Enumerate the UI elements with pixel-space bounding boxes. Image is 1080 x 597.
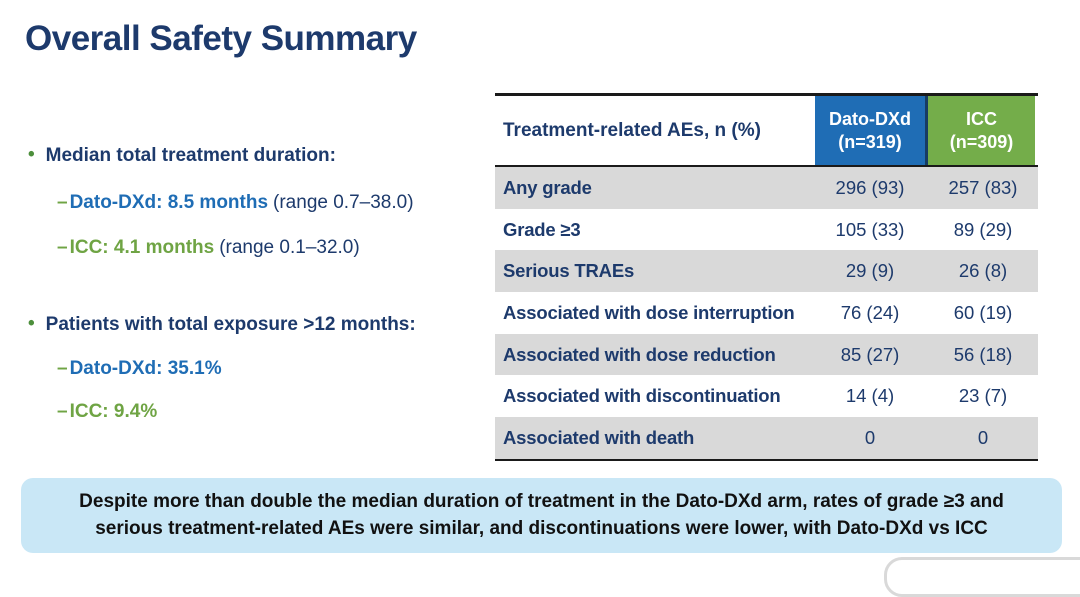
conclusion-text: Despite more than double the median dura… (79, 490, 1004, 539)
row-label: Grade ≥3 (503, 218, 581, 240)
column-header-line1: ICC (966, 109, 997, 129)
table-row: Any grade 296 (93) 257 (83) (495, 167, 1038, 209)
table-header-row: Treatment-related AEs, n (%) Dato-DXd (n… (495, 96, 1038, 167)
dash-icon: – (57, 237, 68, 258)
bullet-exposure: • Patients with total exposure >12 month… (28, 314, 416, 336)
dash-icon: – (57, 401, 68, 422)
sub-bullet-icc-duration: – ICC: 4.1 months (range 0.1–32.0) (57, 237, 360, 259)
row-label: Associated with death (503, 426, 695, 448)
icc-duration-value: ICC: 4.1 months (69, 237, 215, 258)
column-header-icc: ICC (n=309) (925, 96, 1035, 165)
cell-dato: 296 (93) (835, 176, 905, 198)
table-row: Grade ≥3 105 (33) 89 (29) (495, 209, 1038, 251)
sub-bullet-icc-exposure: – ICC: 9.4% (57, 401, 157, 423)
column-header-line2: (n=319) (838, 131, 902, 152)
column-header-line2: (n=309) (949, 131, 1014, 152)
row-label: Associated with discontinuation (503, 385, 781, 407)
bullet-median-duration: • Median total treatment duration: (28, 145, 336, 167)
cell-dato: 14 (4) (845, 385, 895, 407)
dash-icon: – (57, 358, 68, 379)
safety-table: Treatment-related AEs, n (%) Dato-DXd (n… (495, 93, 1038, 461)
cell-icc: 0 (977, 426, 989, 448)
cell-icc: 56 (18) (953, 343, 1013, 365)
cell-icc: 257 (83) (948, 176, 1018, 198)
cell-icc: 23 (7) (958, 385, 1008, 407)
partial-footnote-box (884, 557, 1080, 597)
dash-icon: – (57, 192, 68, 213)
column-header-dato-dxd: Dato-DXd (n=319) (815, 96, 925, 165)
cell-dato: 85 (27) (840, 343, 900, 365)
table-row: Serious TRAEs 29 (9) 26 (8) (495, 250, 1038, 293)
bullet-icon: • (28, 313, 35, 334)
cell-dato: 105 (33) (835, 218, 905, 240)
bullet-icon: • (28, 144, 35, 165)
icc-exposure-value: ICC: 9.4% (69, 401, 158, 422)
table-row: Associated with discontinuation 14 (4) 2… (495, 375, 1038, 417)
cell-dato: 29 (9) (845, 260, 895, 282)
table-header-label: Treatment-related AEs, n (%) (495, 96, 815, 165)
bullet-text: Patients with total exposure >12 months: (45, 314, 416, 335)
cell-icc: 89 (29) (953, 218, 1013, 240)
dato-exposure-value: Dato-DXd: 35.1% (69, 358, 222, 379)
table-row: Associated with dose reduction 85 (27) 5… (495, 333, 1038, 376)
dato-duration-value: Dato-DXd: 8.5 months (69, 192, 269, 213)
table-row: Associated with dose interruption 76 (24… (495, 292, 1038, 334)
icc-duration-range: (range 0.1–32.0) (219, 237, 360, 258)
table-row: Associated with death 0 0 (495, 417, 1038, 459)
cell-dato: 76 (24) (840, 301, 900, 323)
row-label: Serious TRAEs (503, 260, 635, 282)
page-title: Overall Safety Summary (25, 19, 417, 58)
sub-bullet-dato-duration: – Dato-DXd: 8.5 months (range 0.7–38.0) (57, 192, 414, 214)
row-label: Any grade (503, 176, 592, 198)
row-label: Associated with dose reduction (503, 343, 776, 365)
cell-icc: 60 (19) (953, 301, 1013, 323)
sub-bullet-dato-exposure: – Dato-DXd: 35.1% (57, 358, 222, 380)
bullet-text: Median total treatment duration: (45, 145, 336, 166)
cell-dato: 0 (864, 426, 876, 448)
column-header-line1: Dato-DXd (829, 109, 911, 129)
row-label: Associated with dose interruption (503, 301, 795, 323)
cell-icc: 26 (8) (958, 260, 1008, 282)
dato-duration-range: (range 0.7–38.0) (273, 192, 414, 213)
conclusion-banner: Despite more than double the median dura… (21, 478, 1062, 553)
